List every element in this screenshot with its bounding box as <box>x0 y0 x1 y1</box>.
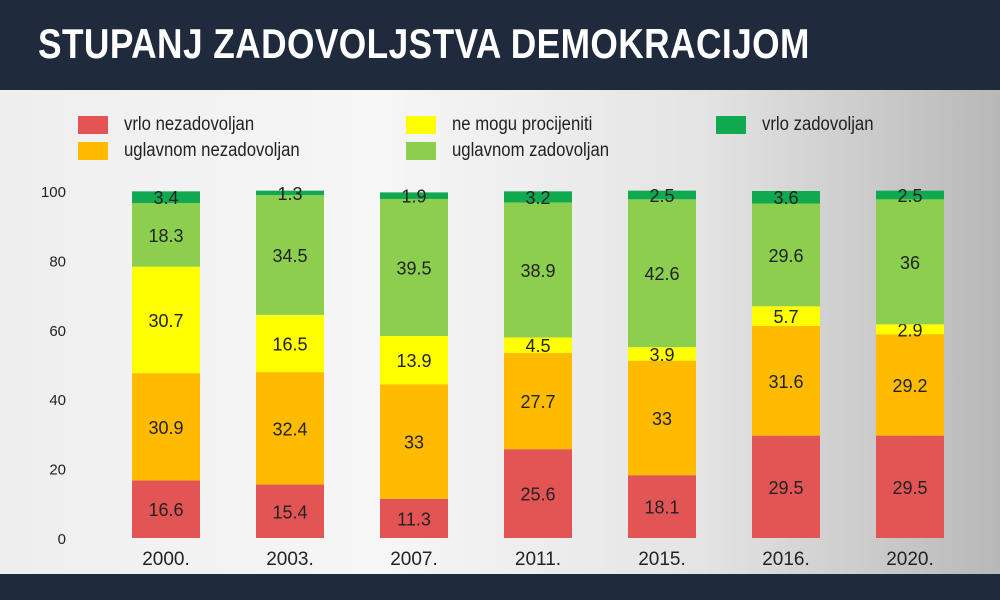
bar-segment <box>132 191 200 204</box>
x-tick-label: 2011. <box>515 549 561 570</box>
bar-segment <box>504 449 572 538</box>
bar-segment <box>504 202 572 338</box>
bar-segment <box>256 484 324 538</box>
bar-segment <box>876 199 944 325</box>
data-label: 42.6 <box>644 264 679 284</box>
bar-segment <box>256 314 324 373</box>
bar-segment <box>504 191 572 203</box>
bar-segment <box>132 373 200 481</box>
x-tick-label: 2000. <box>142 549 190 570</box>
x-tick-label: 2016. <box>762 549 810 570</box>
bar-segment <box>628 347 696 361</box>
bar-segment <box>380 336 448 385</box>
data-label: 5.7 <box>773 307 798 327</box>
bar-segment <box>380 498 448 538</box>
bar-segment <box>132 203 200 267</box>
bar-segment <box>256 195 324 315</box>
data-label: 2.9 <box>897 320 922 340</box>
y-tick-label: 100 <box>41 184 66 201</box>
x-tick-label: 2015. <box>638 549 686 570</box>
data-label: 2.5 <box>649 186 674 206</box>
data-label: 33 <box>652 409 672 429</box>
data-label: 3.6 <box>773 188 798 208</box>
x-tick-label: 2003. <box>266 549 314 570</box>
bar-segment <box>752 325 820 436</box>
y-tick-label: 60 <box>49 323 66 340</box>
legend-label-uglavnom-nezadovoljan: uglavnom nezadovoljan <box>124 140 300 161</box>
data-label: 15.4 <box>272 502 307 522</box>
bar-segment <box>876 324 944 335</box>
legend-label-uglavnom-zadovoljan: uglavnom zadovoljan <box>452 140 610 161</box>
y-tick-label: 80 <box>49 253 66 270</box>
data-label: 3.4 <box>153 188 178 208</box>
legend-label-vrlo-zadovoljan: vrlo zadovoljan <box>762 114 874 135</box>
data-label: 29.2 <box>892 376 927 396</box>
data-label: 25.6 <box>520 485 555 505</box>
bar-segment <box>256 190 324 196</box>
data-label: 16.6 <box>148 500 183 520</box>
data-label: 2.5 <box>897 186 922 206</box>
y-tick-label: 40 <box>49 392 66 409</box>
y-tick-label: 0 <box>58 531 66 548</box>
y-tick-label: 20 <box>49 462 66 479</box>
data-label: 29.6 <box>768 246 803 266</box>
bar-segment <box>876 190 944 200</box>
data-label: 29.5 <box>892 478 927 498</box>
data-label: 36 <box>900 253 920 273</box>
bar-segment <box>628 360 696 476</box>
data-label: 30.9 <box>148 418 183 438</box>
bar-segment <box>628 475 696 538</box>
bar-segment <box>380 192 448 199</box>
data-label: 3.2 <box>525 188 550 208</box>
data-label: 4.5 <box>525 336 550 356</box>
bar-segment <box>380 198 448 337</box>
data-label: 39.5 <box>396 259 431 279</box>
data-label: 1.9 <box>401 187 426 207</box>
bar-segment <box>752 435 820 538</box>
legend-swatch-vrlo-nezadovoljan <box>78 116 108 134</box>
bar-segment <box>752 191 820 204</box>
bar-segment <box>132 266 200 374</box>
bar-segment <box>504 353 572 450</box>
data-label: 34.5 <box>272 246 307 266</box>
legend-label-ne-mogu-procijeniti: ne mogu procijeniti <box>452 114 593 135</box>
data-label: 18.3 <box>148 226 183 246</box>
legend-swatch-uglavnom-zadovoljan <box>406 142 436 160</box>
data-label: 11.3 <box>397 509 431 529</box>
legend-swatch-ne-mogu-procijeniti <box>406 116 436 134</box>
legend-label-vrlo-nezadovoljan: vrlo nezadovoljan <box>124 114 255 135</box>
data-label: 18.1 <box>644 498 679 518</box>
bar-segment <box>752 306 820 326</box>
data-label: 32.4 <box>272 419 307 439</box>
footer-bar <box>0 574 1000 600</box>
data-label: 27.7 <box>520 392 555 412</box>
data-label: 29.5 <box>768 478 803 498</box>
bar-segment <box>132 480 200 538</box>
x-tick-label: 2020. <box>886 549 934 570</box>
data-label: 13.9 <box>396 351 431 371</box>
bar-segment <box>380 384 448 499</box>
legend-swatch-vrlo-zadovoljan <box>716 116 746 134</box>
data-label: 3.9 <box>649 345 674 365</box>
bar-segment <box>256 372 324 485</box>
bar-segment <box>504 337 572 354</box>
bar-segment <box>628 199 696 348</box>
legend-swatch-uglavnom-nezadovoljan <box>78 142 108 160</box>
data-label: 1.3 <box>277 184 302 204</box>
bar-segment <box>628 190 696 200</box>
data-label: 30.7 <box>148 311 183 331</box>
page-title: STUPANJ ZADOVOLJSTVA DEMOKRACIJOM <box>38 20 810 67</box>
bar-segment <box>752 203 820 307</box>
data-label: 31.6 <box>768 372 803 392</box>
x-tick-label: 2007. <box>390 549 438 570</box>
data-label: 38.9 <box>520 261 555 281</box>
data-label: 16.5 <box>272 335 307 355</box>
bar-segment <box>876 334 944 436</box>
data-label: 33 <box>404 433 424 453</box>
bar-segment <box>876 435 944 538</box>
header-bar: STUPANJ ZADOVOLJSTVA DEMOKRACIJOM <box>0 0 1000 88</box>
